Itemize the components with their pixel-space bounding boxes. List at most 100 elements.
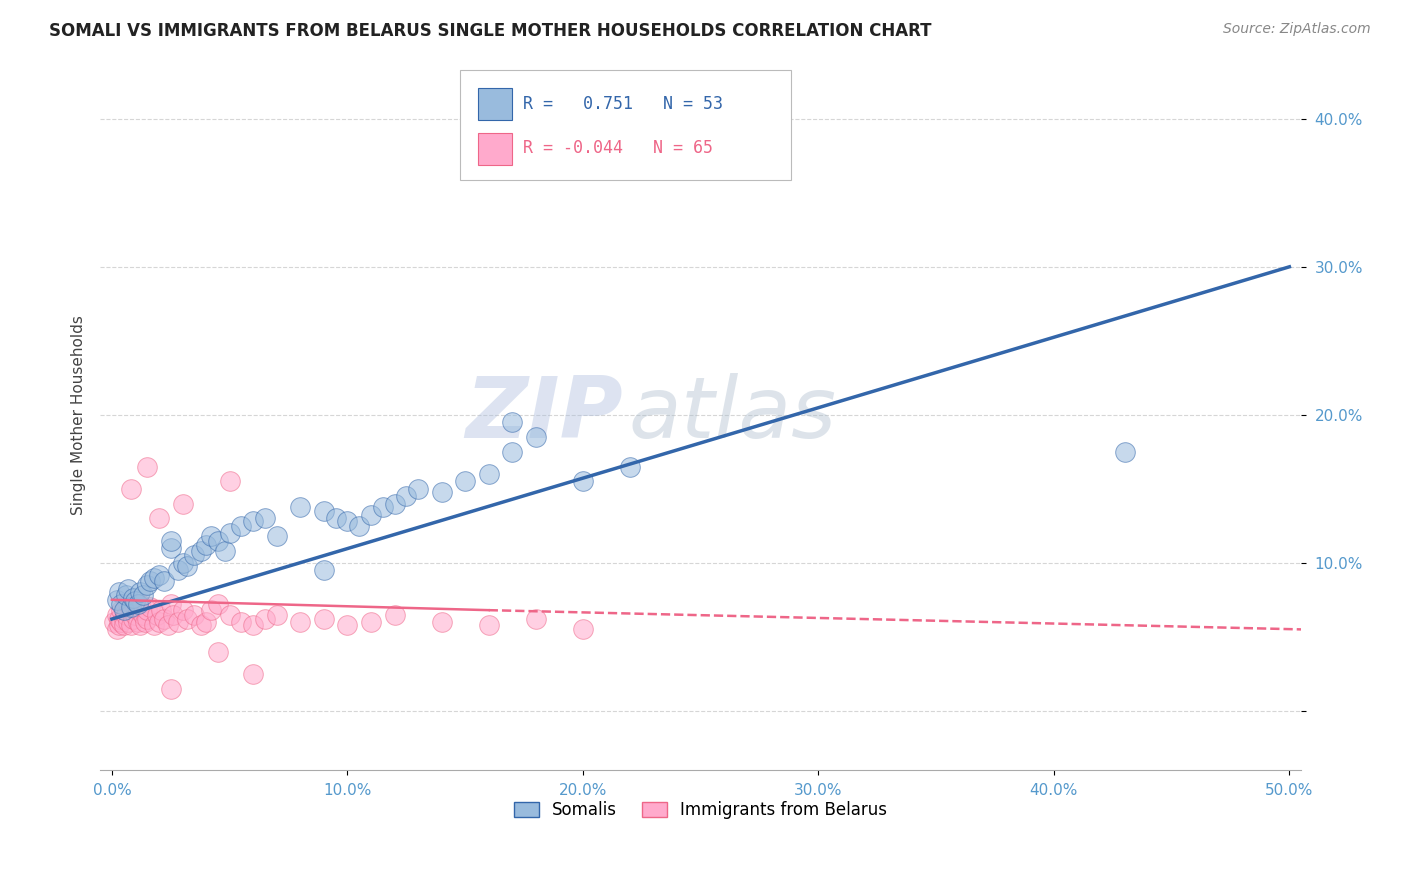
Point [253, 511, 276, 525]
Point [166, 563, 188, 577]
Point [129, 585, 152, 599]
Point [120, 600, 142, 615]
Point [127, 597, 149, 611]
Point [122, 591, 145, 606]
Point [200, 603, 222, 617]
Point [207, 533, 229, 548]
Point [501, 415, 523, 429]
Point [105, 592, 128, 607]
Point [172, 556, 194, 570]
Point [129, 618, 152, 632]
Point [143, 571, 166, 585]
Point [124, 607, 146, 622]
Point [148, 511, 170, 525]
Bar [478, 88, 512, 120]
Point [110, 597, 132, 611]
Text: ZIP: ZIP [465, 373, 623, 457]
Point [110, 615, 132, 629]
Point [159, 681, 181, 696]
Point [200, 529, 222, 543]
Point [117, 615, 139, 629]
Point [242, 666, 264, 681]
Point [115, 607, 138, 622]
Point [105, 623, 128, 637]
Point [143, 618, 166, 632]
Point [138, 574, 160, 588]
Point [1114, 445, 1136, 459]
Y-axis label: Single Mother Households: Single Mother Households [72, 315, 86, 515]
Point [430, 484, 453, 499]
Point [572, 623, 595, 637]
Point [120, 603, 142, 617]
Point [242, 618, 264, 632]
Point [124, 600, 146, 615]
Point [195, 538, 218, 552]
Text: atlas: atlas [628, 373, 837, 457]
Point [159, 541, 181, 555]
Point [183, 549, 205, 563]
Point [120, 482, 142, 496]
Point [312, 563, 335, 577]
Point [253, 612, 276, 626]
Point [172, 497, 194, 511]
Point [190, 618, 212, 632]
Point [312, 504, 335, 518]
Point [108, 612, 131, 626]
Point [312, 612, 335, 626]
Point [325, 511, 347, 525]
Point [138, 600, 160, 615]
Text: SOMALI VS IMMIGRANTS FROM BELARUS SINGLE MOTHER HOUSEHOLDS CORRELATION CHART: SOMALI VS IMMIGRANTS FROM BELARUS SINGLE… [49, 22, 932, 40]
Point [336, 618, 359, 632]
Point [115, 600, 138, 615]
Point [336, 514, 359, 528]
Bar [478, 133, 512, 165]
Point [136, 459, 159, 474]
Point [360, 508, 382, 523]
Point [131, 607, 153, 622]
Point [166, 615, 188, 629]
Point [572, 475, 595, 489]
Point [183, 607, 205, 622]
Point [190, 544, 212, 558]
Point [242, 514, 264, 528]
Point [290, 500, 312, 514]
Point [112, 603, 135, 617]
Point [478, 618, 501, 632]
Point [148, 615, 170, 629]
Point [207, 644, 229, 658]
Point [231, 518, 253, 533]
Point [347, 518, 370, 533]
Point [207, 597, 229, 611]
Point [266, 607, 288, 622]
Point [406, 482, 429, 496]
Point [131, 588, 153, 602]
Point [152, 574, 174, 588]
Point [120, 618, 142, 632]
Point [152, 612, 174, 626]
Point [218, 607, 240, 622]
Text: Source: ZipAtlas.com: Source: ZipAtlas.com [1223, 22, 1371, 37]
Point [524, 430, 547, 444]
Point [371, 500, 394, 514]
Point [105, 607, 128, 622]
Point [360, 615, 382, 629]
Point [110, 603, 132, 617]
Point [172, 603, 194, 617]
Point [159, 533, 181, 548]
Point [290, 615, 312, 629]
Point [218, 526, 240, 541]
Point [117, 582, 139, 597]
FancyBboxPatch shape [460, 70, 790, 180]
Point [384, 607, 406, 622]
Point [454, 475, 477, 489]
Point [115, 588, 138, 602]
Point [127, 603, 149, 617]
Point [136, 578, 159, 592]
Point [112, 618, 135, 632]
Point [619, 459, 641, 474]
Point [162, 607, 184, 622]
Point [430, 615, 453, 629]
Point [112, 612, 135, 626]
Text: R = -0.044   N = 65: R = -0.044 N = 65 [523, 139, 713, 157]
Point [145, 607, 167, 622]
